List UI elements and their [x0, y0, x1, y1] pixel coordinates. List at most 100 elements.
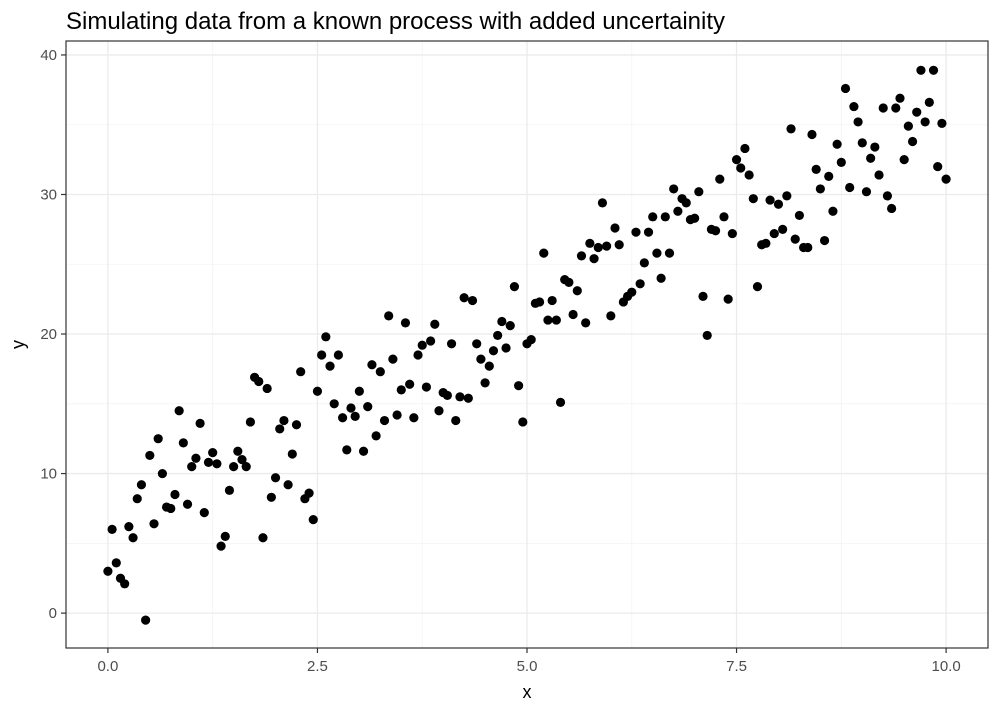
data-point — [870, 142, 880, 152]
data-point — [463, 393, 473, 403]
data-point — [773, 199, 784, 209]
y-tick-label: 40 — [40, 47, 57, 64]
data-point — [610, 223, 620, 233]
data-point — [505, 321, 515, 331]
data-point — [354, 386, 364, 396]
data-point — [388, 354, 398, 364]
data-point — [656, 273, 666, 283]
data-point — [694, 187, 704, 197]
data-point — [346, 403, 356, 413]
x-axis: 0.0 2.5 5.0 7.5 10.0 — [97, 648, 961, 675]
data-point — [648, 212, 658, 222]
data-point — [195, 418, 205, 428]
data-point — [333, 350, 344, 360]
data-point — [564, 277, 574, 288]
data-point — [367, 360, 377, 370]
data-point — [237, 455, 247, 465]
data-point — [308, 515, 318, 525]
data-point — [170, 489, 180, 500]
data-point — [220, 531, 230, 541]
data-point — [882, 191, 893, 201]
data-point — [375, 367, 385, 377]
data-point — [199, 508, 209, 518]
data-point — [128, 533, 138, 543]
data-point — [606, 311, 616, 321]
data-point — [807, 129, 817, 140]
data-point — [283, 480, 293, 490]
data-point — [895, 93, 905, 103]
data-point — [405, 379, 415, 389]
data-point — [178, 438, 188, 448]
data-point — [539, 248, 549, 258]
data-point — [270, 473, 281, 483]
data-point — [710, 226, 721, 236]
data-point — [845, 182, 855, 193]
data-point — [690, 213, 700, 223]
data-point — [589, 254, 599, 264]
data-point — [187, 461, 197, 472]
data-point — [514, 381, 524, 391]
data-point — [467, 295, 478, 306]
data-point — [518, 417, 528, 427]
data-point — [878, 103, 888, 113]
data-point — [275, 424, 285, 434]
y-axis: 0 10 20 30 40 — [40, 47, 66, 622]
data-point — [803, 242, 813, 253]
data-point — [547, 295, 557, 306]
data-point — [627, 287, 637, 297]
data-point — [459, 293, 469, 303]
data-point — [920, 117, 930, 127]
y-tick-label: 30 — [40, 186, 57, 203]
data-point — [840, 83, 851, 94]
data-point — [208, 448, 218, 458]
data-points — [103, 65, 951, 625]
data-point — [933, 161, 943, 172]
data-point — [581, 318, 591, 328]
data-point — [262, 383, 272, 394]
data-point — [836, 157, 846, 167]
data-point — [182, 499, 193, 509]
chart-title: Simulating data from a known process wit… — [66, 8, 725, 35]
data-point — [254, 376, 264, 387]
data-point — [778, 224, 788, 234]
data-point — [480, 378, 490, 388]
y-tick-label: 20 — [40, 326, 57, 343]
data-point — [291, 420, 302, 430]
x-tick-label: 2.5 — [307, 658, 328, 675]
data-point — [212, 459, 222, 469]
data-point — [338, 413, 348, 423]
data-point — [744, 170, 754, 180]
data-point — [103, 566, 113, 576]
data-point — [937, 118, 947, 128]
data-point — [907, 136, 918, 147]
data-point — [120, 579, 130, 589]
x-tick-label: 5.0 — [517, 658, 538, 675]
data-point — [497, 316, 507, 327]
data-point — [358, 446, 369, 456]
data-point — [899, 155, 909, 165]
data-point — [107, 524, 117, 534]
data-point — [631, 227, 641, 237]
data-point — [241, 461, 251, 472]
data-point — [815, 184, 825, 194]
data-point — [287, 449, 297, 459]
data-point — [342, 445, 352, 455]
data-point — [413, 350, 423, 360]
data-point — [819, 235, 830, 246]
data-point — [752, 281, 763, 292]
data-point — [673, 206, 683, 216]
data-point — [928, 65, 939, 75]
data-point — [887, 203, 897, 214]
data-point — [329, 399, 339, 409]
data-point — [664, 248, 675, 258]
data-point — [493, 330, 503, 341]
data-point — [861, 187, 872, 197]
data-point — [317, 350, 327, 360]
data-point — [325, 361, 335, 371]
data-point — [304, 488, 314, 498]
data-point — [639, 258, 649, 268]
data-point — [765, 195, 775, 205]
data-point — [216, 541, 226, 551]
data-point — [698, 291, 708, 301]
